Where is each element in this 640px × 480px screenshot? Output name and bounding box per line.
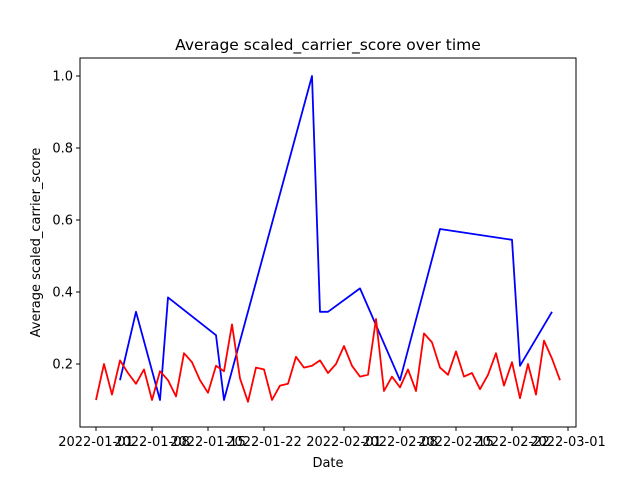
x-tick-label: 2022-02-22 [474,435,550,450]
y-tick-label: 0.4 [52,286,73,301]
y-axis-label: Average scaled_carrier_score [29,148,44,338]
x-tick-label: 2022-03-01 [530,435,606,450]
x-tick-label: 2022-01-15 [170,435,246,450]
plot-lines [95,75,561,403]
x-tick-label: 2022-01-01 [58,435,134,450]
y-tick-label: 1.0 [52,70,73,85]
series-line-0 [119,75,553,401]
x-tick-label: 2022-01-08 [114,435,190,450]
series-line-1 [95,318,561,403]
plot-frame [79,57,577,428]
x-tick-label: 2022-02-08 [362,435,438,450]
y-tick-label: 0.2 [52,358,73,373]
y-tick-label: 0.6 [52,214,73,229]
x-tick-label: 2022-01-22 [226,435,302,450]
x-tick-label: 2022-02-15 [418,435,494,450]
x-tick-label: 2022-02-01 [306,435,382,450]
y-axis: 0.2 0.4 0.6 0.8 1.0 [52,70,80,373]
x-axis-label: Date [312,456,343,471]
y-tick-label: 0.8 [52,142,73,157]
chart-title: Average scaled_carrier_score over time [175,36,481,55]
x-axis: 2022-01-012022-01-082022-01-152022-01-22… [58,427,606,450]
